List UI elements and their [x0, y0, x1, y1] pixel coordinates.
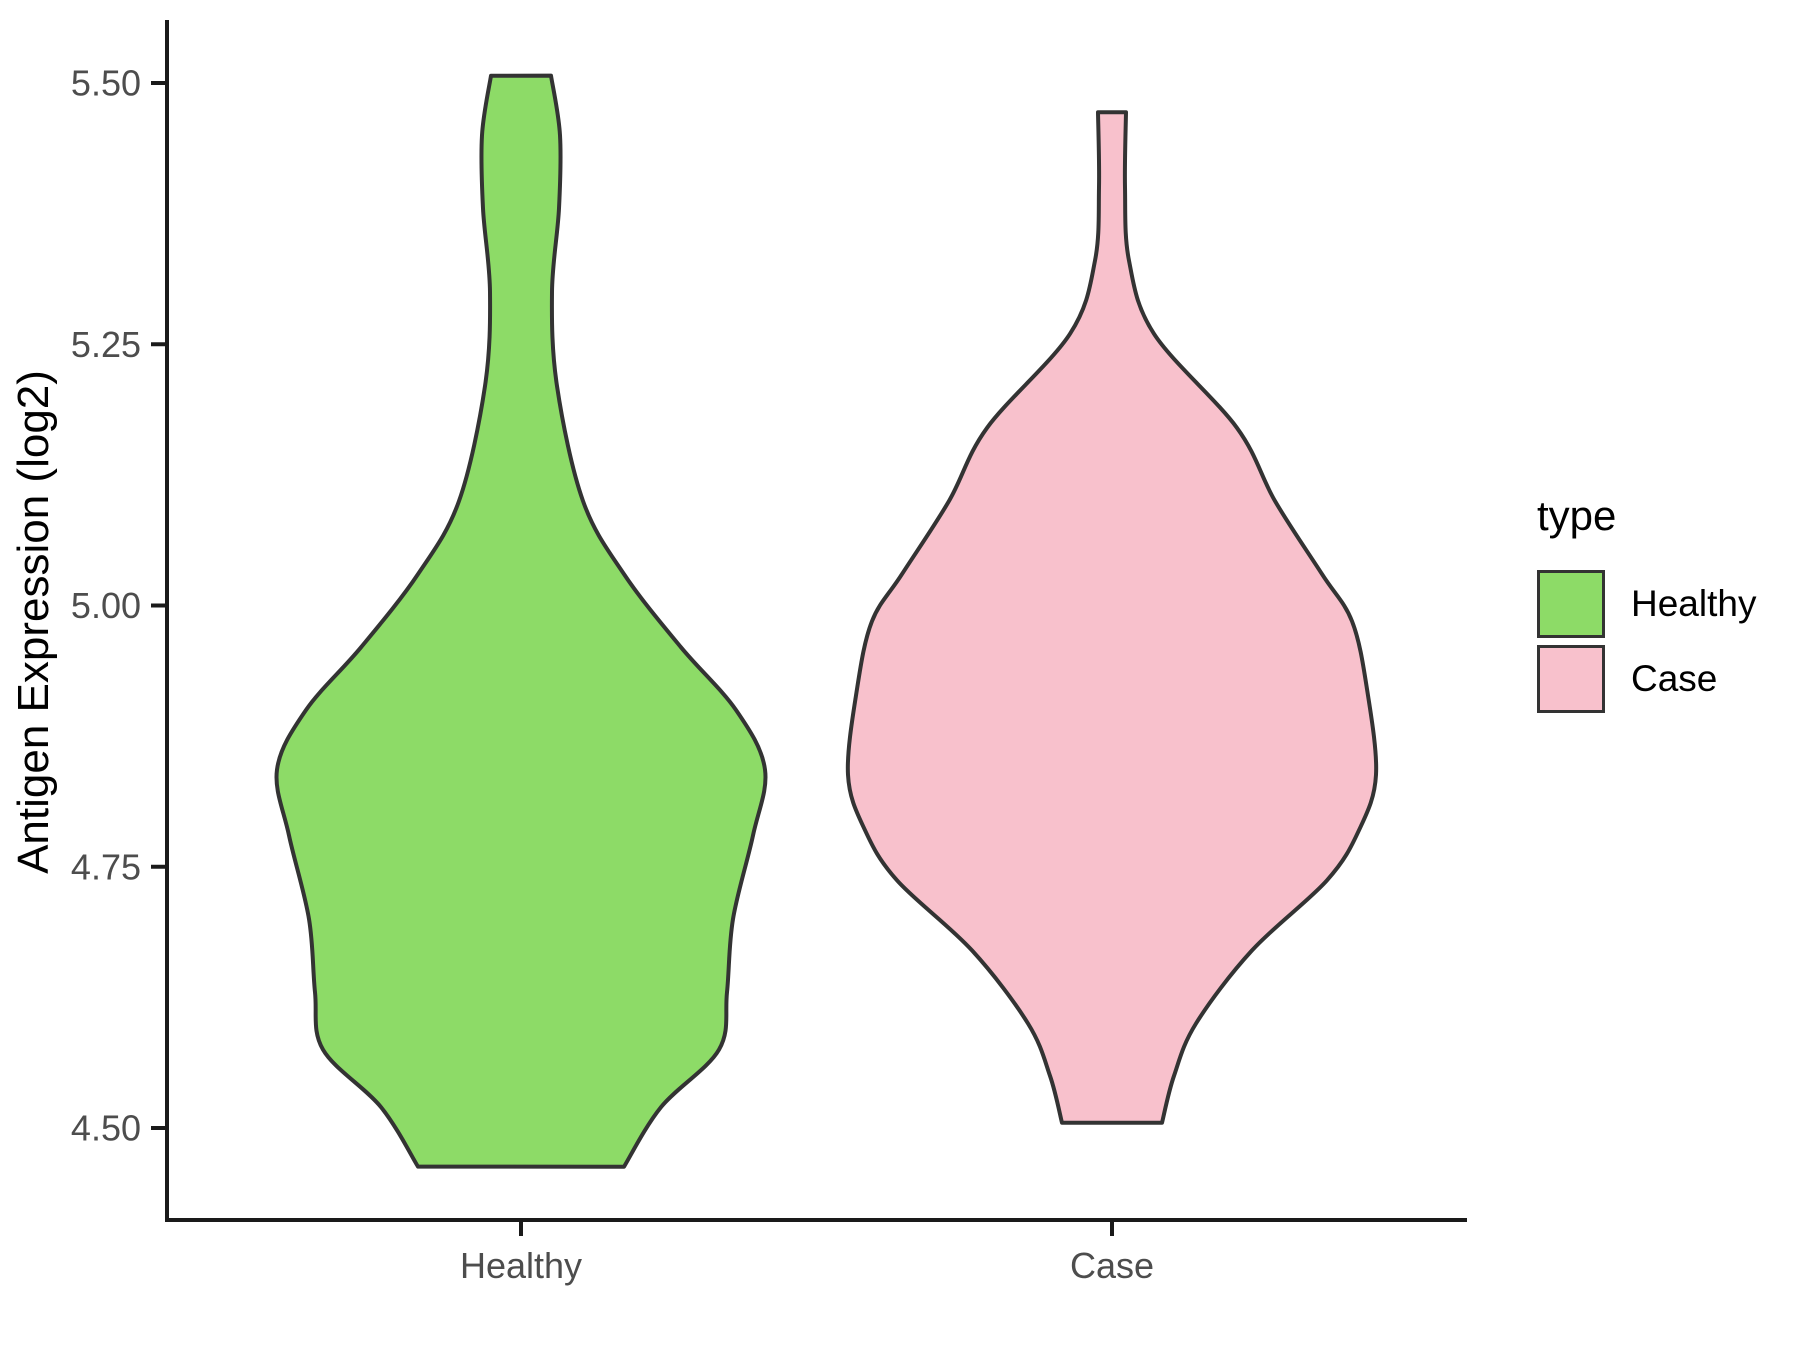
x-tick-label: Healthy [460, 1245, 582, 1286]
legend: type Healthy Case [1537, 492, 1756, 713]
y-tick-label: 4.75 [71, 846, 141, 887]
legend-item-healthy: Healthy [1537, 570, 1756, 638]
y-tick-label: 5.00 [71, 585, 141, 626]
violins-layer [274, 73, 1379, 1169]
legend-item-case: Case [1537, 645, 1756, 713]
y-axis-title: Antigen Expression (log2) [9, 370, 58, 874]
violin-healthy [274, 73, 768, 1169]
legend-title: type [1537, 492, 1617, 539]
violin-case [845, 110, 1379, 1125]
y-tick-label: 5.50 [71, 63, 141, 104]
axes-layer: 5.50 5.25 5.00 4.75 4.50 Healthy Case [71, 20, 1467, 1286]
y-tick-label: 5.25 [71, 324, 141, 365]
legend-label-case: Case [1631, 658, 1718, 699]
legend-swatch-healthy [1537, 570, 1605, 638]
y-tick-label: 4.50 [71, 1108, 141, 1149]
x-tick-label: Case [1070, 1245, 1154, 1286]
legend-swatch-case [1537, 645, 1605, 713]
legend-items: Healthy Case [1537, 570, 1756, 713]
legend-label-healthy: Healthy [1631, 583, 1757, 624]
